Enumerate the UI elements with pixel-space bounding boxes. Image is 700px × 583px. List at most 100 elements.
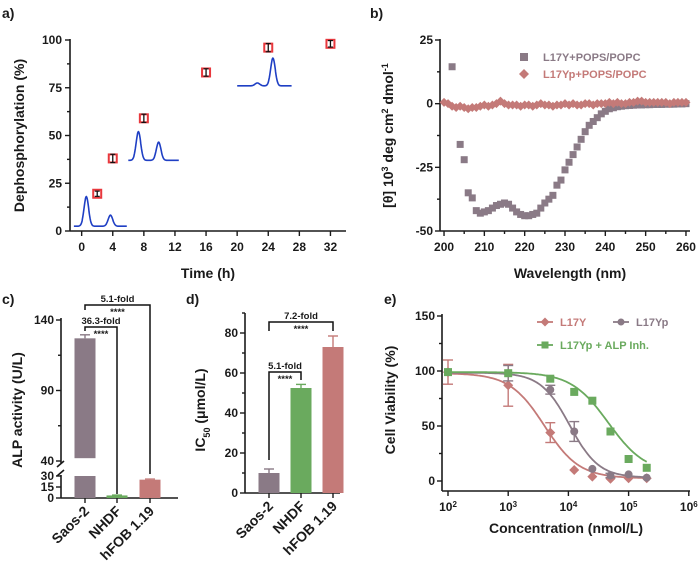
y-tick-label: 0 bbox=[428, 474, 435, 488]
y-tick-label: 90 bbox=[41, 384, 55, 398]
x-axis-title: Wavelength (nm) bbox=[514, 265, 626, 281]
data-point bbox=[624, 455, 633, 463]
panel-label: b) bbox=[370, 5, 383, 21]
data-point bbox=[503, 380, 514, 391]
data-point bbox=[642, 463, 651, 472]
data-point bbox=[606, 471, 615, 480]
y-axis-title: IC50 (μmol/L) bbox=[192, 368, 212, 451]
data-point bbox=[581, 128, 589, 136]
superscript: -1 bbox=[380, 63, 390, 71]
legend-marker bbox=[617, 318, 625, 326]
fold-label: 5.1-fold bbox=[101, 294, 135, 305]
data-point bbox=[533, 209, 541, 217]
superscript: 2 bbox=[380, 109, 390, 114]
x-category-label: Saos-2 bbox=[48, 503, 92, 547]
fold-label: 7.2-fold bbox=[284, 311, 318, 322]
data-point bbox=[529, 210, 537, 218]
subscript: 50 bbox=[202, 428, 212, 438]
data-point bbox=[480, 208, 488, 216]
x-tick-label: 220 bbox=[515, 240, 535, 254]
data-point bbox=[573, 143, 581, 151]
data-point bbox=[484, 207, 492, 215]
significance-stars: **** bbox=[110, 307, 125, 318]
data-point bbox=[545, 427, 556, 438]
x-tick-label: 102 bbox=[439, 500, 457, 515]
panel-b: b) -50 -25 0 25 200 210 220 230 240 250 260 Waveleng… bbox=[370, 5, 696, 281]
panel-a: a) 0 25 50 75 100 0 4 8 12 16 20 24 28 32 Time (h) Depho… bbox=[2, 5, 346, 281]
data-point bbox=[468, 194, 476, 202]
bar bbox=[258, 473, 280, 493]
superscript: 3 bbox=[513, 500, 518, 509]
data-point bbox=[553, 181, 561, 189]
fold-label: 5.1-fold bbox=[268, 361, 302, 372]
y-tick-label: 25 bbox=[49, 176, 63, 190]
data-point bbox=[570, 387, 579, 396]
y-tick-label: 100 bbox=[42, 33, 62, 47]
legend-label: L17Y+POPS/POPC bbox=[543, 52, 641, 64]
x-tick-label: 106 bbox=[680, 500, 698, 515]
superscript: 2 bbox=[452, 500, 457, 509]
data-point bbox=[601, 107, 609, 115]
y-tick-label: 80 bbox=[225, 326, 239, 340]
x-tick-label: 32 bbox=[324, 240, 338, 254]
x-tick-label: 103 bbox=[499, 500, 517, 515]
y-axis-title: ALP activity (U/L) bbox=[9, 352, 25, 468]
data-point bbox=[517, 210, 525, 218]
y-tick-label: 20 bbox=[225, 446, 239, 460]
series-2 bbox=[444, 368, 651, 472]
series-0 bbox=[448, 63, 690, 220]
label-part: 10 bbox=[620, 500, 634, 514]
y-tick-label: 140 bbox=[34, 313, 54, 327]
data-point bbox=[561, 166, 569, 174]
bar bbox=[139, 479, 161, 498]
x-tick-label: 28 bbox=[293, 240, 307, 254]
data-point bbox=[597, 110, 605, 118]
data-point bbox=[606, 427, 615, 436]
label-part: (μmol/L) bbox=[192, 368, 208, 427]
y-tick-label: 0 bbox=[426, 97, 433, 111]
label-part: IC bbox=[192, 438, 208, 452]
superscript: 3 bbox=[380, 166, 390, 171]
x-tick-label: 16 bbox=[199, 240, 213, 254]
y-axis-title: [θ] 103 deg cm2 dmol-1 bbox=[380, 63, 396, 208]
x-axis-title: Concentration (nmol/L) bbox=[489, 520, 643, 536]
chromatogram-24h-inset bbox=[237, 56, 292, 87]
y-tick-label: 0 bbox=[231, 486, 238, 500]
data-point bbox=[557, 176, 565, 184]
y-tick-label: 30 bbox=[41, 469, 55, 483]
x-tick-label: 230 bbox=[555, 240, 575, 254]
data-point bbox=[488, 204, 496, 212]
x-tick-label: 104 bbox=[559, 500, 577, 515]
significance-stars: **** bbox=[294, 324, 309, 335]
data-point bbox=[546, 374, 555, 383]
panel-label: e) bbox=[384, 291, 396, 307]
significance-stars: **** bbox=[278, 374, 293, 385]
data-point bbox=[448, 63, 456, 71]
y-tick-label: 25 bbox=[420, 33, 434, 47]
legend-label: L17Y bbox=[560, 317, 587, 329]
data-point bbox=[588, 396, 597, 405]
x-tick-label: 0 bbox=[78, 240, 85, 254]
label-part: 10 bbox=[499, 500, 513, 514]
fold-label: 36.3-fold bbox=[81, 316, 120, 327]
data-point bbox=[549, 191, 557, 199]
x-tick-label: 8 bbox=[141, 240, 148, 254]
label-part: deg cm bbox=[380, 114, 396, 167]
y-tick-label: 100 bbox=[415, 364, 435, 378]
superscript: 4 bbox=[573, 500, 578, 509]
y-tick-label: 75 bbox=[49, 81, 63, 95]
x-tick-label: 20 bbox=[230, 240, 244, 254]
data-point bbox=[472, 207, 480, 215]
x-tick-label: 12 bbox=[168, 240, 182, 254]
data-point bbox=[570, 427, 579, 436]
x-tick-label: 210 bbox=[474, 240, 494, 254]
bar bbox=[290, 388, 312, 493]
label-part: 10 bbox=[439, 500, 453, 514]
y-axis-title: Cell Viability (%) bbox=[382, 346, 398, 455]
y-tick-label: 60 bbox=[225, 366, 239, 380]
legend-label: L17Yp bbox=[636, 317, 669, 329]
y-tick-label: 40 bbox=[41, 454, 55, 468]
